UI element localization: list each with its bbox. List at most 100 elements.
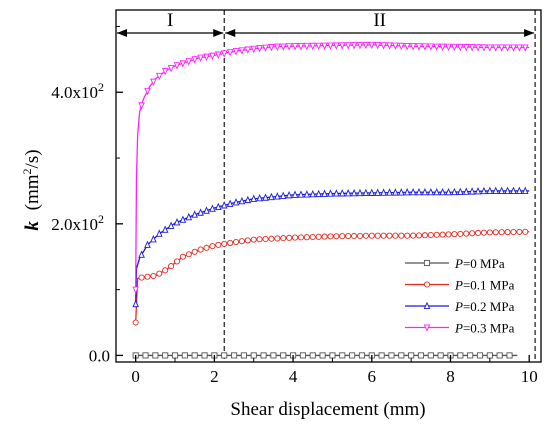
marker-circle (439, 231, 446, 238)
y-axis-title-exponent: 2 (20, 168, 34, 174)
legend-label-value: =0.1 MPa (463, 278, 515, 293)
marker-triangle-down (451, 43, 458, 52)
y-axis-title-unit-end: /s) (22, 149, 43, 168)
region-arrow-head-left (225, 29, 236, 37)
marker-circle (486, 229, 493, 236)
region-arrow-head-right (213, 29, 224, 37)
marker-triangle-down (144, 87, 151, 96)
marker-square (358, 352, 365, 359)
y-axis-title-symbol: k (22, 221, 43, 231)
marker-triangle-down (521, 44, 529, 52)
marker-triangle-down (209, 52, 216, 61)
marker-triangle-down (380, 42, 387, 50)
marker-triangle-up (185, 212, 193, 221)
marker-triangle-up (226, 199, 234, 207)
marker-triangle-up (510, 186, 517, 194)
legend-label: P=0.3 MPa (454, 321, 515, 336)
marker-triangle-up (380, 188, 387, 196)
marker-circle (516, 228, 523, 235)
x-tick-label: 4 (289, 367, 298, 386)
marker-square (349, 352, 356, 359)
marker-triangle-up (179, 215, 187, 223)
region-label: II (373, 10, 386, 31)
marker-circle (445, 231, 452, 238)
marker-circle (392, 232, 399, 239)
marker-triangle-up (486, 186, 494, 194)
marker-circle (274, 235, 281, 242)
marker-triangle-down (516, 44, 523, 52)
marker-circle (179, 253, 186, 260)
marker-circle (345, 233, 352, 240)
marker-triangle-down (155, 72, 163, 81)
marker-triangle-down (504, 44, 511, 52)
marker-triangle-down (398, 42, 405, 51)
marker-triangle-up (297, 190, 305, 198)
marker-triangle-down (138, 102, 145, 110)
plot-area (115, 9, 542, 363)
marker-circle (427, 231, 434, 239)
marker-triangle-up (238, 196, 246, 205)
marker-triangle-down (315, 42, 322, 51)
marker-square (339, 352, 346, 359)
marker-triangle-down (356, 42, 364, 50)
marker-square (329, 352, 336, 359)
marker-triangle-down (173, 62, 181, 70)
marker-triangle-up (504, 186, 511, 194)
marker-triangle-up (423, 301, 431, 310)
marker-triangle-up (409, 187, 417, 196)
marker-triangle-down (498, 44, 505, 52)
marker-triangle-down (403, 43, 411, 51)
marker-triangle-down (338, 42, 346, 50)
marker-triangle-down (362, 41, 370, 50)
marker-triangle-down (327, 42, 334, 50)
marker-triangle-up (197, 208, 204, 216)
marker-triangle-up (457, 187, 464, 195)
marker-triangle-up (303, 190, 311, 198)
marker-triangle-up (468, 187, 476, 195)
marker-circle (244, 237, 251, 244)
marker-triangle-down (185, 58, 193, 66)
marker-circle (404, 232, 411, 239)
marker-triangle-down (250, 45, 258, 54)
marker-circle (498, 229, 505, 236)
marker-circle (262, 235, 269, 243)
region-arrow-head-right (524, 29, 535, 37)
series-group (132, 228, 530, 326)
marker-triangle-up (433, 187, 441, 196)
y-tick-mantissa: 4.0x10 (51, 83, 98, 102)
marker-circle (173, 258, 181, 265)
marker-circle (144, 273, 151, 280)
marker-square (427, 352, 434, 359)
marker-square (457, 352, 464, 359)
marker-square (280, 352, 287, 359)
marker-triangle-down (474, 44, 482, 52)
marker-square (142, 352, 149, 359)
marker-triangle-up (403, 188, 411, 196)
series-layer (132, 41, 530, 359)
marker-triangle-down (132, 286, 139, 294)
marker-triangle-up (321, 189, 328, 197)
region-annotations: I II (117, 10, 536, 362)
marker-circle (433, 231, 440, 238)
marker-triangle-up (132, 299, 139, 308)
marker-circle (150, 272, 157, 280)
x-axis-title: Shear displacement (mm) (230, 399, 425, 420)
marker-square (162, 352, 169, 359)
marker-circle (333, 233, 340, 240)
marker-triangle-down (480, 44, 488, 52)
marker-square (250, 352, 257, 359)
legend-label: P=0.1 MPa (454, 278, 515, 293)
marker-triangle-up (392, 188, 399, 196)
marker-circle (374, 232, 381, 239)
marker-circle (203, 244, 210, 251)
marker-triangle-up (521, 186, 529, 194)
y-tick-mantissa: 0.0 (89, 346, 110, 365)
marker-circle (492, 229, 499, 236)
y-tick-exponent: 2 (98, 80, 104, 94)
marker-triangle-down (220, 50, 228, 58)
marker-triangle-down (492, 44, 500, 52)
marker-triangle-down (368, 41, 376, 50)
marker-triangle-up (209, 204, 216, 212)
marker-circle (415, 232, 423, 239)
